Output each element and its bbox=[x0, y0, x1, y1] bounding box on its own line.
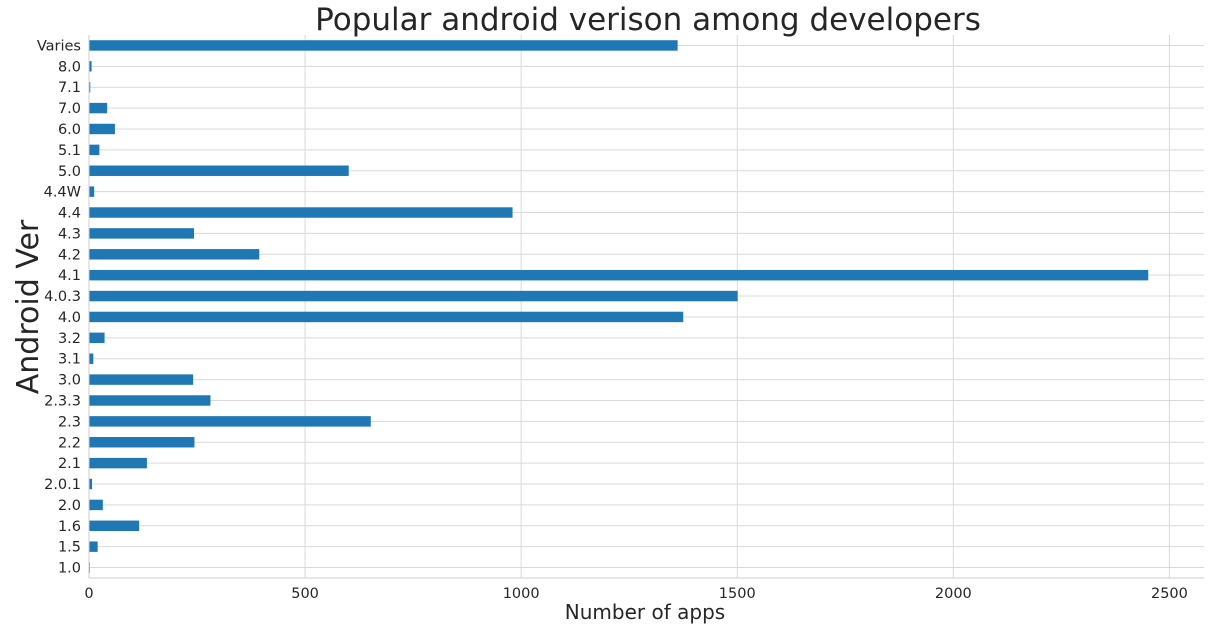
y-tick-label: 2.0.1 bbox=[44, 477, 81, 493]
y-tick-label: 8.0 bbox=[58, 59, 81, 75]
bar bbox=[89, 123, 115, 135]
bar bbox=[89, 102, 108, 114]
y-tick-label: 4.0 bbox=[58, 310, 81, 326]
y-tick-label: 2.1 bbox=[58, 456, 81, 472]
y-tick-label: 3.0 bbox=[58, 373, 81, 389]
bar bbox=[89, 541, 98, 552]
y-tick-label: 7.0 bbox=[58, 101, 81, 117]
y-tick-label: 6.0 bbox=[58, 122, 81, 138]
y-tick-label: Varies bbox=[37, 38, 81, 54]
x-tick-label: 0 bbox=[84, 586, 93, 602]
y-tick-label: 5.1 bbox=[58, 143, 81, 159]
bar bbox=[89, 374, 194, 385]
y-tick-label: 4.0.3 bbox=[44, 289, 81, 305]
bar bbox=[89, 186, 95, 197]
y-tick-label: 4.4W bbox=[44, 185, 81, 201]
x-tick-label: 2500 bbox=[1151, 586, 1188, 602]
grid-layer bbox=[88, 35, 1204, 578]
axis-layer bbox=[88, 35, 1204, 579]
bar bbox=[89, 395, 211, 406]
bar bbox=[89, 311, 684, 323]
x-tick-label: 1000 bbox=[503, 586, 540, 602]
bars-layer bbox=[89, 40, 1149, 573]
y-tick-label: 2.3 bbox=[58, 414, 81, 430]
bar bbox=[89, 249, 260, 260]
bar bbox=[89, 520, 140, 532]
x-tick-label: 1500 bbox=[719, 586, 756, 602]
y-tick-label: 2.3.3 bbox=[44, 393, 81, 409]
bar bbox=[89, 457, 147, 469]
bar bbox=[89, 144, 100, 156]
y-tick-label: 5.0 bbox=[58, 164, 81, 180]
y-tick-label: 1.5 bbox=[58, 540, 81, 556]
y-tick-label: 7.1 bbox=[58, 80, 81, 96]
y-tick-label: 4.2 bbox=[58, 247, 81, 263]
bar bbox=[89, 61, 92, 72]
bar bbox=[89, 207, 513, 218]
y-tick-label: 3.1 bbox=[58, 352, 81, 368]
bar bbox=[89, 353, 94, 364]
x-tick-label: 500 bbox=[291, 586, 319, 602]
bar bbox=[89, 499, 103, 511]
ticks-layer: 0 500 1000 1500 2000 2500 1.0 1.5 1.6 2.0 2.0.1 2.1… bbox=[37, 38, 1188, 602]
bar bbox=[89, 437, 195, 448]
bar bbox=[89, 228, 195, 239]
bar bbox=[89, 478, 93, 490]
bar bbox=[89, 290, 738, 302]
y-tick-label: 4.3 bbox=[58, 226, 81, 242]
bar bbox=[89, 165, 349, 176]
bar bbox=[89, 332, 105, 344]
x-axis-title: Number of apps bbox=[565, 600, 725, 624]
y-tick-label: 4.4 bbox=[58, 206, 81, 222]
y-tick-label: 4.1 bbox=[58, 268, 81, 284]
y-tick-label: 3.2 bbox=[58, 331, 81, 347]
bar bbox=[89, 40, 678, 51]
y-tick-label: 2.2 bbox=[58, 435, 81, 451]
y-tick-label: 1.0 bbox=[58, 561, 81, 577]
bar bbox=[89, 81, 91, 93]
bar bbox=[89, 269, 1149, 281]
chart-title: Popular android verison among developers bbox=[315, 2, 981, 38]
y-axis-title: Android Ver bbox=[11, 219, 46, 394]
bar bbox=[89, 416, 371, 427]
x-tick-label: 2000 bbox=[935, 586, 972, 602]
y-tick-label: 2.0 bbox=[58, 498, 81, 514]
y-tick-label: 1.6 bbox=[58, 519, 81, 535]
